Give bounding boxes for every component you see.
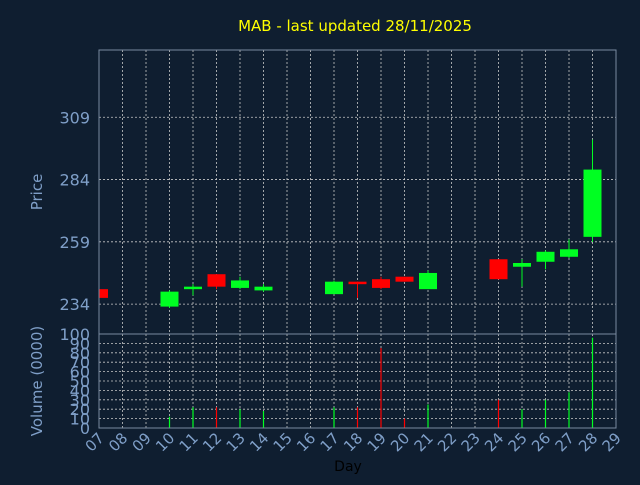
candle-body <box>536 251 555 262</box>
volume-tick-label: 0 <box>80 419 90 438</box>
day-axis-label: Day <box>334 459 362 475</box>
volume-axis-label: Volume (0000) <box>28 326 46 436</box>
volume-tick-label: 80 <box>70 344 90 363</box>
day-tick-label: 20 <box>387 429 413 455</box>
price-tick-label: 309 <box>59 108 90 127</box>
day-tick-label: 09 <box>129 429 155 455</box>
volume-panel-frame <box>98 333 617 429</box>
candle-body <box>560 249 578 257</box>
day-tick-label: 25 <box>505 429 531 455</box>
volume-tick-label: 20 <box>70 400 90 419</box>
volume-tick-label: 10 <box>70 410 90 429</box>
volume-tick-label: 90 <box>70 334 90 353</box>
volume-tick-label: 50 <box>70 372 90 391</box>
day-tick-label: 11 <box>176 429 202 455</box>
candle-body <box>207 274 226 287</box>
candle-body <box>254 286 273 291</box>
day-tick-label: 22 <box>434 429 460 455</box>
candle-body <box>231 280 249 288</box>
day-tick-label: 15 <box>270 429 296 455</box>
day-tick-label: 19 <box>364 429 390 455</box>
day-tick-labels: 0708091011121314151617181920212223242526… <box>82 429 625 455</box>
price-tick-label: 259 <box>59 233 90 252</box>
candle-body <box>99 289 108 298</box>
chart-title: MAB - last updated 28/11/2025 <box>238 17 472 35</box>
day-tick-label: 27 <box>552 429 578 455</box>
day-tick-label: 08 <box>105 429 131 455</box>
candle-body <box>395 276 414 282</box>
day-tick-label: 16 <box>293 429 319 455</box>
day-tick-label: 12 <box>199 429 225 455</box>
day-tick-label: 28 <box>575 429 601 455</box>
candle-body <box>419 272 437 290</box>
day-tick-label: 14 <box>246 429 272 455</box>
candle-body <box>513 263 531 267</box>
day-tick-label: 17 <box>317 429 343 455</box>
day-tick-label: 13 <box>223 429 249 455</box>
price-tick-label: 234 <box>59 295 90 314</box>
candle-body <box>583 169 602 237</box>
candle-body <box>160 291 179 307</box>
volume-tick-label: 30 <box>70 391 90 410</box>
candle-body <box>184 286 202 290</box>
volume-tick-label: 100 <box>59 325 90 344</box>
volume-tick-label: 60 <box>70 363 90 382</box>
day-tick-label: 29 <box>599 429 625 455</box>
day-tick-label: 23 <box>458 429 484 455</box>
price-axis-label: Price <box>28 174 46 211</box>
day-tick-label: 18 <box>340 429 366 455</box>
candle-body <box>489 259 508 280</box>
volume-tick-label: 70 <box>70 353 90 372</box>
day-tick-label: 24 <box>481 429 507 455</box>
day-tick-label: 10 <box>152 429 178 455</box>
candle-body <box>325 281 343 295</box>
volume-tick-label: 40 <box>70 381 90 400</box>
candle-body <box>348 281 367 285</box>
candle-body <box>372 279 390 288</box>
day-tick-label: 26 <box>528 429 554 455</box>
day-tick-label: 21 <box>411 429 437 455</box>
price-tick-label: 284 <box>59 171 90 190</box>
